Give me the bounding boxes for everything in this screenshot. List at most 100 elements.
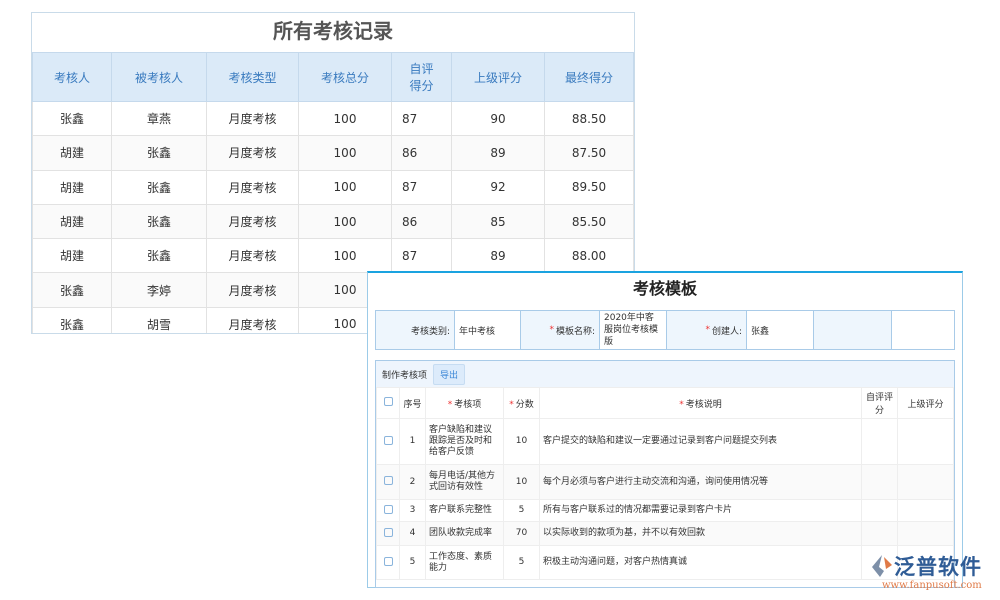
header-cell: 被考核人 [111, 52, 207, 102]
row-checkbox[interactable] [383, 435, 393, 445]
sup-score-cell[interactable] [897, 521, 954, 546]
type-value[interactable]: 年中考核 [455, 311, 521, 349]
table-cell: 张鑫 [111, 238, 207, 274]
table-cell: 89.50 [544, 169, 634, 205]
col-self: 自评评分 [861, 387, 898, 419]
sup-score-cell[interactable] [897, 418, 954, 465]
sup-score-cell[interactable] [897, 545, 954, 580]
table-cell: 86 [391, 203, 452, 240]
header-cell: 考核人 [32, 52, 112, 102]
header-cell: 上级评分 [451, 52, 545, 102]
table-cell: 胡雪 [111, 306, 207, 333]
table-cell: 100 [298, 238, 392, 274]
header-cell: 最终得分 [544, 52, 634, 102]
table-cell: 张鑫 [32, 100, 112, 137]
table-row[interactable]: 胡建 张鑫 月度考核 100 86 85 85.50 [32, 203, 634, 240]
empty-label [814, 311, 892, 349]
row-checkbox[interactable] [383, 504, 393, 514]
seq-cell: 1 [399, 418, 426, 465]
self-score-cell[interactable] [861, 521, 898, 546]
item-cell: 客户联系完整性 [425, 499, 504, 522]
table-cell: 月度考核 [206, 169, 299, 205]
table-cell: 100 [298, 169, 392, 205]
table-cell: 章燕 [111, 100, 207, 137]
table-cell: 100 [298, 203, 392, 240]
desc-cell: 每个月必须与客户进行主动交流和沟通，询问使用情况等 [539, 464, 862, 500]
export-button[interactable]: 导出 [433, 363, 466, 385]
table-cell: 张鑫 [111, 203, 207, 240]
self-score-cell[interactable] [861, 464, 898, 500]
sup-score-cell[interactable] [897, 499, 954, 522]
item-row[interactable]: 5 工作态度、素质能力 5 积极主动沟通问题，对客户热情真诚 [376, 545, 954, 580]
desc-cell: 以实际收到的款项为基，并不以有效回款 [539, 521, 862, 546]
table-cell: 87 [391, 100, 452, 137]
table-cell: 月度考核 [206, 135, 299, 171]
row-checkbox[interactable] [383, 476, 393, 485]
table-cell: 月度考核 [206, 272, 299, 308]
table-cell: 89 [451, 135, 545, 171]
logo-url: www.fanpusoft.com [882, 580, 982, 591]
template-info: 考核类别: 年中考核 * 模板名称: 2020年中客服岗位考核模版 * 创建人: 张… [375, 310, 955, 350]
fanpu-logo: 泛普软件 www.fanpusoft.com [870, 551, 995, 596]
checkbox-cell[interactable] [376, 521, 400, 546]
self-score-cell[interactable] [861, 499, 898, 522]
table-cell: 87 [391, 238, 452, 274]
checkbox-cell[interactable] [376, 545, 400, 580]
header-cell: 考核类型 [206, 52, 299, 102]
table-cell: 92 [451, 169, 545, 205]
table-cell: 胡建 [32, 135, 112, 171]
item-row[interactable]: 1 客户缺陷和建议跟踪是否及时和给客户反馈 10 客户提交的缺陷和建议一定要通过记录到… [376, 418, 954, 465]
name-value[interactable]: 2020年中客服岗位考核模版 [600, 311, 667, 349]
table-cell: 86 [391, 135, 452, 171]
table-row[interactable]: 胡建 张鑫 月度考核 100 87 89 88.00 [32, 238, 634, 274]
seq-cell: 5 [399, 545, 426, 580]
seq-cell: 2 [399, 464, 426, 500]
checkbox-cell[interactable] [376, 499, 400, 522]
items-table: 序号 * 考核项 * 分数 * 考核说明 自评评分 上级评分 1 客户缺陷和建议跟踪是否… [376, 387, 954, 580]
item-cell: 客户缺陷和建议跟踪是否及时和给客户反馈 [425, 418, 504, 465]
score-cell: 5 [503, 499, 540, 522]
item-cell: 团队收款完成率 [425, 521, 504, 546]
logo-brand: 泛普软件 [894, 555, 982, 579]
table-cell: 月度考核 [206, 306, 299, 333]
records-title: 所有考核记录 [273, 19, 393, 43]
desc-cell: 积极主动沟通问题，对客户热情真诚 [539, 545, 862, 580]
table-row[interactable]: 张鑫 章燕 月度考核 100 87 90 88.50 [32, 100, 634, 137]
table-cell: 100 [298, 135, 392, 171]
creator-value[interactable]: 张鑫 [747, 311, 814, 349]
select-all-checkbox[interactable] [376, 387, 400, 419]
checkbox-cell[interactable] [376, 418, 400, 465]
desc-cell: 客户提交的缺陷和建议一定要通过记录到客户问题提交列表 [539, 418, 862, 465]
table-cell: 月度考核 [206, 203, 299, 240]
row-checkbox[interactable] [383, 527, 393, 537]
table-cell: 张鑫 [111, 169, 207, 205]
self-score-cell[interactable] [861, 418, 898, 465]
items-panel: 制作考核项 导出 序号 * 考核项 * 分数 * 考核说明 自评评分 上级评分 1 客户… [375, 360, 955, 588]
seq-cell: 3 [399, 499, 426, 522]
creator-label: * 创建人: [667, 311, 747, 349]
make-items-label: 制作考核项 [382, 370, 428, 381]
item-row[interactable]: 2 每月电话/其他方式回访有效性 10 每个月必须与客户进行主动交流和沟通，询问使用情… [376, 464, 954, 500]
table-row[interactable]: 胡建 张鑫 月度考核 100 87 92 89.50 [32, 169, 634, 205]
checkbox-cell[interactable] [376, 464, 400, 500]
table-cell: 张鑫 [32, 272, 112, 308]
item-cell: 每月电话/其他方式回访有效性 [425, 464, 504, 500]
table-cell: 85 [451, 203, 545, 240]
type-label: 考核类别: [376, 311, 455, 349]
score-cell: 70 [503, 521, 540, 546]
header-cell: 考核总分 [298, 52, 392, 102]
item-cell: 工作态度、素质能力 [425, 545, 504, 580]
table-row[interactable]: 胡建 张鑫 月度考核 100 86 89 87.50 [32, 135, 634, 171]
row-checkbox[interactable] [383, 556, 393, 566]
item-row[interactable]: 3 客户联系完整性 5 所有与客户联系过的情况都需要记录到客户卡片 [376, 499, 954, 522]
table-cell: 85.50 [544, 203, 634, 240]
table-cell: 胡建 [32, 169, 112, 205]
sup-score-cell[interactable] [897, 464, 954, 500]
col-item: * 考核项 [425, 387, 504, 419]
item-row[interactable]: 4 团队收款完成率 70 以实际收到的款项为基，并不以有效回款 [376, 521, 954, 546]
table-cell: 89 [451, 238, 545, 274]
table-cell: 87 [391, 169, 452, 205]
table-cell: 张鑫 [111, 135, 207, 171]
table-cell: 88.00 [544, 238, 634, 274]
seq-cell: 4 [399, 521, 426, 546]
